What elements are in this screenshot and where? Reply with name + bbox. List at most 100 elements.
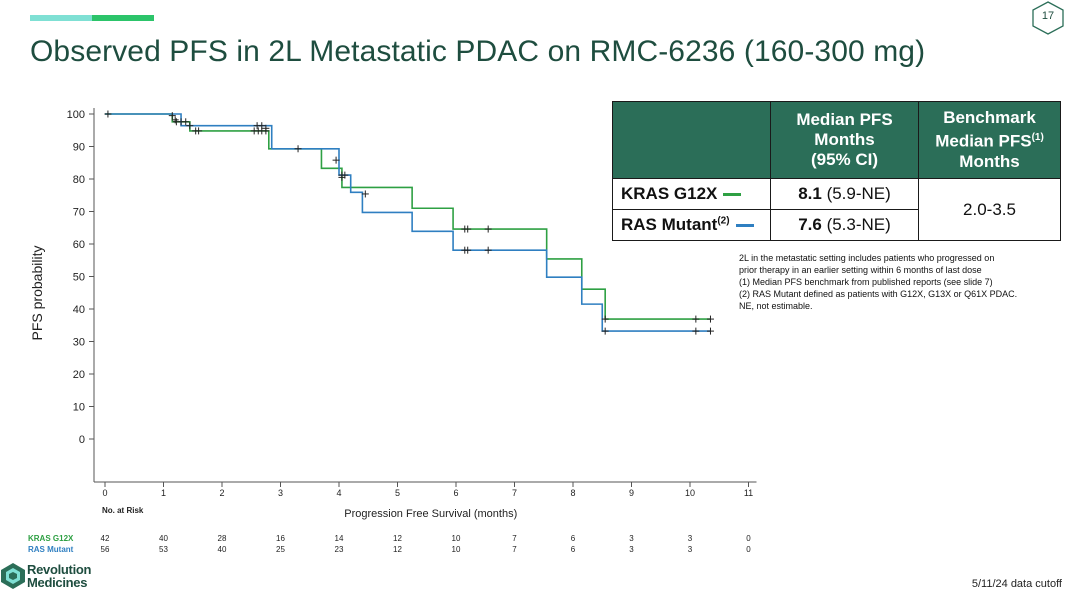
y-tick-label: 10 xyxy=(73,402,85,414)
censor-mark xyxy=(361,190,369,198)
risk-value: 28 xyxy=(218,534,227,543)
x-tick-label: 5 xyxy=(395,488,400,498)
censor-mark xyxy=(294,145,302,153)
table-header-row: Median PFS Months (95% CI) Benchmark Med… xyxy=(612,101,1061,179)
accent-bar-light xyxy=(30,15,92,21)
chart-axes: 0 10 20 30 40 50 60 70 80 90 100 0 1 2 3 4 5 6 7 8 9 10 11 PFS … xyxy=(29,108,757,520)
ras-legend-swatch xyxy=(735,224,754,228)
table-median-kras: 8.1 (5.9-NE) xyxy=(770,178,919,210)
accent-bar-dark xyxy=(92,15,154,21)
hexagon-icon xyxy=(1032,1,1064,35)
logo-mark-icon xyxy=(1,563,25,589)
table-group-kras: KRAS G12X xyxy=(612,178,771,210)
risk-value: 3 xyxy=(688,545,693,554)
series-line-ras xyxy=(105,113,711,332)
table-row-kras: KRAS G12X 8.1 (5.9-NE) 2.0-3.5 xyxy=(612,178,1061,241)
risk-value: 6 xyxy=(571,534,576,543)
risk-value: 3 xyxy=(688,534,693,543)
censor-mark xyxy=(182,118,190,126)
risk-row-label-kras: KRAS G12X xyxy=(28,534,74,543)
kras-legend-swatch xyxy=(723,193,742,197)
footnote-line: 2L in the metastatic setting includes pa… xyxy=(739,253,995,263)
risk-value: 0 xyxy=(746,534,751,543)
risk-value: 56 xyxy=(101,545,110,554)
data-cutoff: 5/11/24 data cutoff xyxy=(971,578,1062,590)
censor-mark xyxy=(195,127,203,135)
censor-mark xyxy=(692,315,700,323)
table-header-benchmark: Benchmark Median PFS(1) Months xyxy=(918,101,1061,179)
risk-table: No. at Risk 42 40 28 16 14 12 10 7 6 3 3 0 56 53 40 25 23… xyxy=(101,506,752,554)
x-tick-label: 7 xyxy=(512,488,517,498)
y-tick-label: 50 xyxy=(73,272,85,284)
risk-table-header: No. at Risk xyxy=(102,506,144,515)
x-tick-label: 9 xyxy=(629,488,634,498)
x-tick-label: 6 xyxy=(453,488,458,498)
risk-value: 40 xyxy=(218,545,227,554)
chart-series xyxy=(104,110,714,335)
risk-value: 10 xyxy=(452,545,461,554)
risk-value: 53 xyxy=(159,545,168,554)
table-header-median: Median PFS Months (95% CI) xyxy=(770,101,919,179)
risk-value: 3 xyxy=(629,545,634,554)
censor-mark xyxy=(464,225,472,233)
company-logo: Revolution Medicines xyxy=(0,560,100,592)
footnote-line: prior therapy in an earlier setting with… xyxy=(739,265,982,275)
risk-value: 12 xyxy=(393,534,402,543)
y-tick-label: 40 xyxy=(73,304,85,316)
risk-value: 0 xyxy=(746,545,751,554)
y-tick-label: 90 xyxy=(73,142,85,154)
risk-value: 7 xyxy=(512,545,517,554)
x-tick-label: 4 xyxy=(336,488,341,498)
risk-row-label-ras: RAS Mutant xyxy=(28,545,74,554)
footnote-line: NE, not estimable. xyxy=(739,301,813,311)
y-tick-label: 80 xyxy=(73,174,85,186)
censor-mark xyxy=(706,315,714,323)
y-tick-label: 0 xyxy=(79,434,85,446)
footnote-line: (2) RAS Mutant defined as patients with … xyxy=(739,289,1018,299)
risk-value: 40 xyxy=(159,534,168,543)
risk-value: 10 xyxy=(452,534,461,543)
logo-text: Revolution Medicines xyxy=(27,562,92,590)
x-tick-label: 0 xyxy=(102,488,107,498)
x-tick-label: 3 xyxy=(278,488,283,498)
censor-mark xyxy=(104,110,112,118)
page-number-badge: 17 xyxy=(1030,0,1066,36)
censor-mark xyxy=(601,315,609,323)
pfs-summary-table: Median PFS Months (95% CI) Benchmark Med… xyxy=(612,101,1061,241)
y-axis-label: PFS probability xyxy=(29,246,45,341)
x-tick-label: 2 xyxy=(219,488,224,498)
y-tick-label: 20 xyxy=(73,369,85,381)
table-header-blank xyxy=(612,101,771,179)
x-tick-label: 8 xyxy=(570,488,575,498)
footnotes: 2L in the metastatic setting includes pa… xyxy=(739,252,1069,312)
page-number: 17 xyxy=(1041,10,1055,22)
censor-mark xyxy=(464,246,472,254)
censor-mark xyxy=(262,124,270,132)
x-tick-label: 10 xyxy=(685,488,695,498)
censor-mark xyxy=(332,156,340,164)
censor-mark xyxy=(168,112,176,120)
x-tick-label: 11 xyxy=(744,488,753,498)
censor-mark xyxy=(258,122,266,130)
risk-value: 23 xyxy=(335,545,344,554)
risk-value: 42 xyxy=(101,534,110,543)
censor-mark xyxy=(706,327,714,335)
table-benchmark-value: 2.0-3.5 xyxy=(918,178,1061,241)
table-median-ras: 7.6 (5.3-NE) xyxy=(770,209,919,241)
censor-mark xyxy=(601,327,609,335)
risk-value: 3 xyxy=(629,534,634,543)
risk-value: 25 xyxy=(276,545,285,554)
censor-mark xyxy=(692,327,700,335)
x-axis-label: Progression Free Survival (months) xyxy=(344,508,517,520)
table-group-ras: RAS Mutant(2) xyxy=(612,209,771,241)
y-tick-label: 60 xyxy=(73,239,85,251)
risk-value: 16 xyxy=(276,534,285,543)
risk-value: 12 xyxy=(393,545,402,554)
y-tick-label: 30 xyxy=(73,337,85,349)
censor-mark xyxy=(186,122,194,130)
risk-value: 6 xyxy=(571,545,576,554)
page-title: Observed PFS in 2L Metastatic PDAC on RM… xyxy=(30,35,926,68)
y-tick-label: 70 xyxy=(73,207,85,219)
y-tick-label: 100 xyxy=(67,109,85,121)
